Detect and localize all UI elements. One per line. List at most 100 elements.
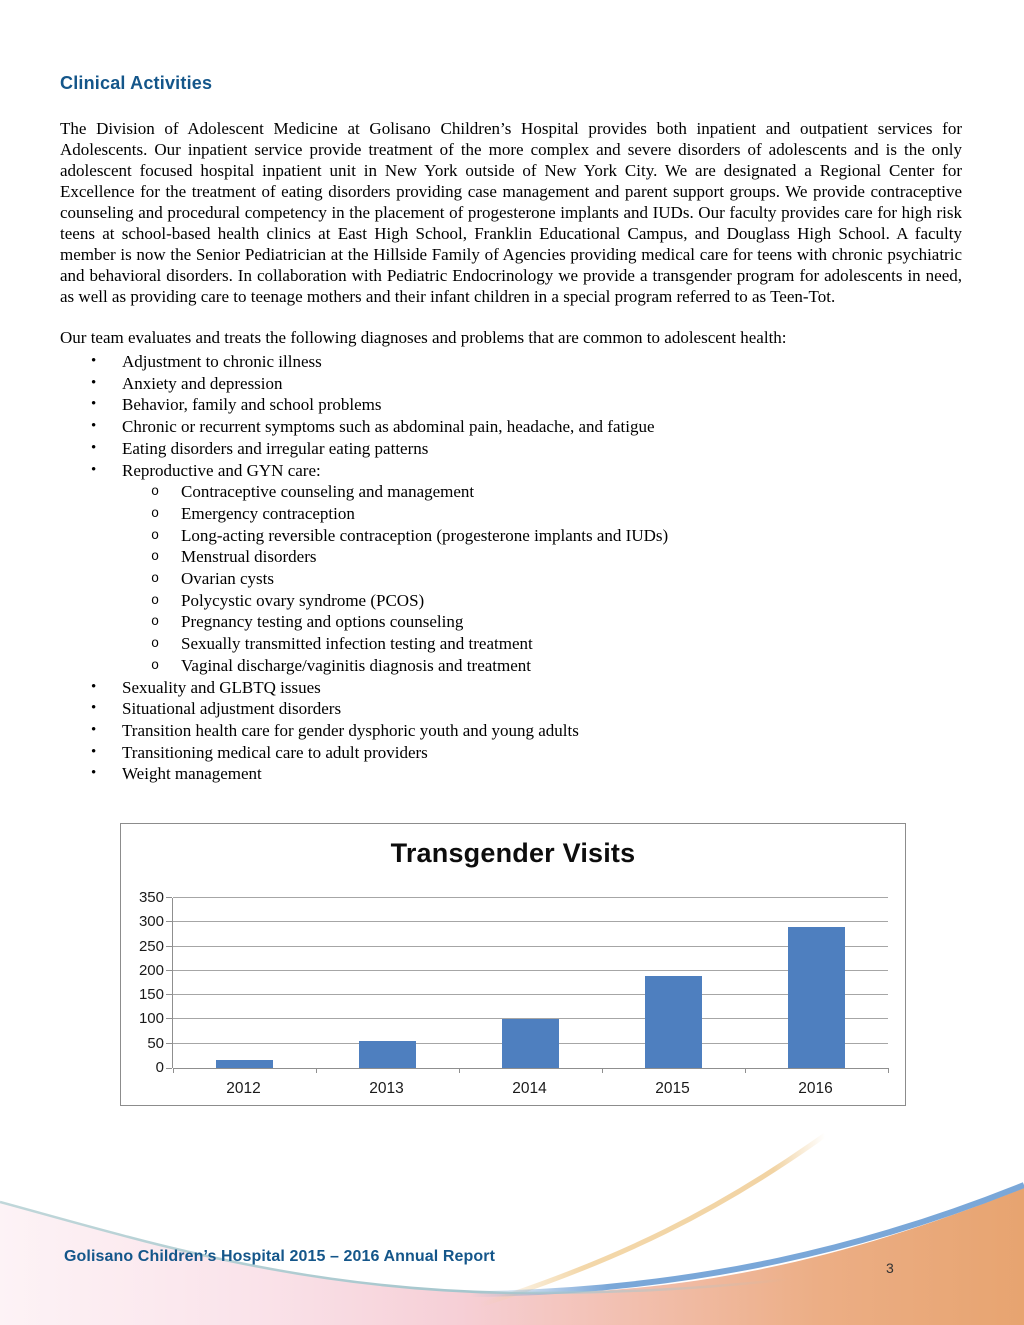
- y-axis-tick-label: 300: [138, 913, 164, 931]
- x-axis-category-label: 2015: [655, 1080, 690, 1097]
- footer-gold-curve: [479, 1132, 827, 1308]
- footer-report-title: Golisano Children’s Hospital 2015 – 2016…: [64, 1248, 495, 1265]
- bar-2015: [645, 975, 702, 1068]
- footer-decoration: [0, 1132, 1024, 1325]
- bar-2016: [788, 927, 845, 1068]
- sub-bullet-marker: o: [151, 550, 160, 566]
- sub-bullet-marker: o: [151, 658, 160, 674]
- bullet-marker: •: [91, 461, 97, 478]
- x-axis-tick: [745, 1068, 746, 1073]
- list-item-text: Transitioning medical care to adult prov…: [122, 742, 428, 762]
- gridline: [173, 945, 888, 947]
- list-intro: Our team evaluates and treats the follow…: [60, 328, 787, 347]
- y-axis-tick: [166, 945, 172, 947]
- bullet-marker: •: [91, 743, 97, 760]
- sub-list-item: o Contraceptive counseling and management: [60, 481, 962, 503]
- gridline: [173, 1018, 888, 1020]
- list-item-text: Menstrual disorders: [181, 547, 317, 567]
- x-axis-tick: [602, 1068, 603, 1073]
- list-item-text: Eating disorders and irregular eating pa…: [122, 438, 429, 458]
- sub-list-item: o Emergency contraception: [60, 503, 962, 525]
- footer-swoosh-fill: [0, 1188, 1024, 1325]
- y-axis-tick-label: 100: [138, 1010, 164, 1028]
- list-item-text: Emergency contraception: [181, 503, 355, 523]
- sub-bullet-marker: o: [151, 593, 160, 609]
- y-axis-tick: [166, 1042, 172, 1044]
- bullet-marker: •: [91, 396, 97, 413]
- y-axis-tick-label: 350: [138, 889, 164, 906]
- list-item-text: Weight management: [122, 764, 262, 784]
- y-axis-tick-label: 250: [138, 937, 164, 955]
- list-item-text: Situational adjustment disorders: [122, 699, 342, 719]
- list-item-text: Chronic or recurrent symptoms such as ab…: [122, 417, 655, 437]
- sub-list-item: o Vaginal discharge/vaginitis diagnosis a…: [60, 655, 962, 677]
- x-axis-category-label: 2016: [798, 1080, 833, 1097]
- diagnoses-list: • Adjustment to chronic illness • Anxiety a…: [60, 351, 962, 785]
- sub-bullet-marker: o: [151, 528, 160, 544]
- sub-bullet-marker: o: [151, 506, 160, 522]
- gridline: [173, 921, 888, 923]
- sub-bullet-marker: o: [151, 637, 160, 653]
- x-axis-category-label: 2014: [512, 1080, 547, 1097]
- x-axis-category-label: 2013: [369, 1080, 404, 1097]
- y-axis-tick-label: 50: [147, 1034, 164, 1052]
- list-item-text: Ovarian cysts: [181, 569, 275, 589]
- x-axis-tick: [316, 1068, 317, 1073]
- sub-bullet-marker: o: [151, 485, 160, 501]
- bullet-marker: •: [91, 374, 97, 391]
- y-axis-tick-label: 0: [155, 1059, 164, 1076]
- gridline: [173, 969, 888, 971]
- list-item-text: Sexually transmitted infection testing a…: [181, 634, 533, 654]
- sub-list-item: o Ovarian cysts: [60, 568, 962, 590]
- x-axis-line: [173, 1068, 888, 1069]
- list-item: • Sexuality and GLBTQ issues: [60, 677, 962, 699]
- bullet-marker: •: [91, 765, 97, 782]
- list-item-text: Anxiety and depression: [122, 373, 283, 393]
- bullet-marker: •: [91, 439, 97, 456]
- x-axis-tick: [173, 1068, 174, 1073]
- list-item: • Weight management: [60, 763, 962, 785]
- sub-list-item: o Menstrual disorders: [60, 546, 962, 568]
- list-item-text: Contraceptive counseling and management: [181, 482, 475, 502]
- list-item: • Eating disorders and irregular eating p…: [60, 438, 962, 460]
- x-axis-category-label: 2012: [226, 1080, 261, 1097]
- sub-list-item: o Polycystic ovary syndrome (PCOS): [60, 590, 962, 612]
- chart-plot-area: [166, 897, 889, 1073]
- list-item-text: Long-acting reversible contraception (pr…: [181, 525, 669, 545]
- list-item-text: Sexuality and GLBTQ issues: [122, 677, 321, 697]
- y-axis-tick: [166, 969, 172, 971]
- footer-page-number: 3: [886, 1260, 894, 1276]
- y-axis-tick: [166, 1068, 172, 1069]
- sub-bullet-marker: o: [151, 572, 160, 588]
- list-item: • Transitioning medical care to adult pro…: [60, 742, 962, 764]
- gridline: [173, 897, 888, 898]
- x-axis-tick: [888, 1068, 889, 1073]
- list-item: • Anxiety and depression: [60, 373, 962, 395]
- sub-list-item: o Pregnancy testing and options counselin…: [60, 611, 962, 633]
- bullet-marker: •: [91, 721, 97, 738]
- list-item: • Chronic or recurrent symptoms such as a…: [60, 416, 962, 438]
- bar-2013: [359, 1041, 416, 1068]
- list-item-text: Pregnancy testing and options counseling: [181, 612, 464, 632]
- list-item-text: Reproductive and GYN care:: [122, 460, 321, 480]
- footer-teal-curve: [0, 1200, 791, 1295]
- y-axis-tick: [166, 994, 172, 996]
- sub-list-item: o Sexually transmitted infection testing …: [60, 633, 962, 655]
- list-item: • Reproductive and GYN care:: [60, 460, 962, 482]
- y-axis-tick: [166, 1018, 172, 1020]
- bullet-marker: •: [91, 700, 97, 717]
- page-content: Clinical Activities The Division of Adol…: [60, 73, 962, 785]
- bar-2012: [216, 1059, 273, 1068]
- bar-2014: [502, 1019, 559, 1068]
- footer-blue-curve: [469, 1182, 1024, 1297]
- y-axis-tick-label: 150: [138, 986, 164, 1004]
- sub-bullet-marker: o: [151, 615, 160, 631]
- list-item: • Transition health care for gender dysph…: [60, 720, 962, 742]
- bullet-marker: •: [91, 418, 97, 435]
- list-item: • Adjustment to chronic illness: [60, 351, 962, 373]
- y-axis-tick-label: 200: [138, 961, 164, 979]
- list-item-text: Adjustment to chronic illness: [122, 352, 322, 371]
- y-axis-tick: [166, 921, 172, 923]
- chart-title: Transgender Visits: [390, 838, 636, 868]
